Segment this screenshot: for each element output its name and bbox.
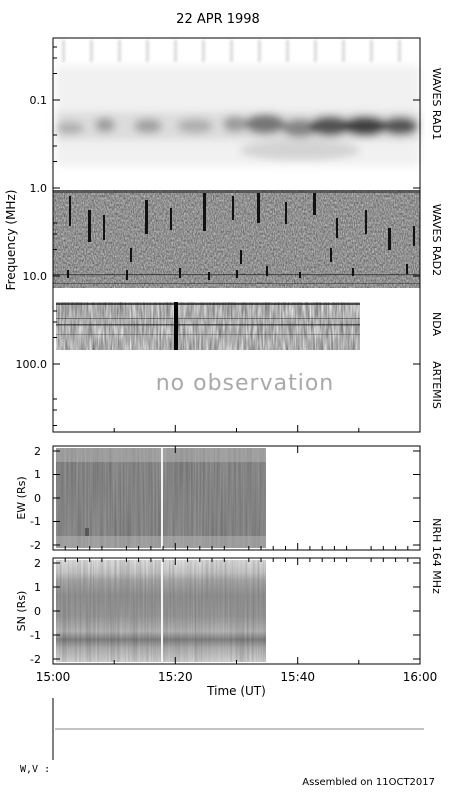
sn-tick-minus2: -2 [30, 653, 41, 666]
rad2-spectrogram [53, 190, 420, 288]
chart-title: 22 APR 1998 [176, 12, 260, 27]
time-axis: 15:00 15:20 15:40 16:00 Time (UT) [36, 425, 438, 698]
label-waves-rad1: WAVES RAD1 [430, 68, 443, 140]
time-axis-label: Time (UT) [206, 684, 266, 698]
freq-tick-100.0: 100.0 [16, 358, 48, 371]
freq-tick-0.1: 0.1 [30, 94, 48, 107]
ew-tick-labels: 2 1 0 -1 -2 [30, 445, 41, 552]
ew-ticks [53, 450, 420, 546]
instrument-labels: WAVES RAD1 WAVES RAD2 NDA ARTEMIS [430, 68, 443, 409]
label-nrh-164: NRH 164 MHz [430, 518, 443, 594]
ew-tick-minus2: -2 [30, 539, 41, 552]
freq-tick-labels: 0.1 1.0 10.0 100.0 [16, 94, 48, 371]
rad1-emission [56, 66, 420, 166]
assembled-date: Assembled on 11OCT2017 [302, 777, 435, 788]
time-tick-1520: 15:20 [158, 670, 193, 684]
time-tick-1500: 15:00 [36, 670, 71, 684]
wv-label: W,V : [20, 764, 50, 775]
time-ticks [52, 425, 360, 664]
time-tick-labels: 15:00 15:20 15:40 16:00 [36, 670, 438, 684]
label-nda: NDA [430, 312, 443, 337]
freq-tick-1.0: 1.0 [30, 182, 48, 195]
sn-ticks [53, 562, 420, 660]
label-artemis: ARTEMIS [430, 361, 443, 409]
rad1-spectrogram [56, 40, 420, 166]
ew-axis-label: EW (Rs) [15, 476, 28, 519]
sn-tick-0: 0 [34, 605, 41, 618]
time-tick-1600: 16:00 [403, 670, 438, 684]
ew-tick-1: 1 [34, 468, 41, 481]
freq-axis-ticks [53, 46, 420, 426]
spectrogram-panel: no observation 0.1 1.0 10.0 100.0 Freque… [4, 37, 443, 433]
ew-panel: 2 1 0 -1 -2 EW (Rs) [15, 445, 421, 552]
sn-tick-minus1: -1 [30, 629, 41, 642]
sn-tick-labels: 2 1 0 -1 -2 [30, 557, 41, 666]
freq-tick-10.0: 10.0 [23, 270, 48, 283]
rad1-top-streaks [62, 40, 401, 62]
sn-axis-label: SN (Rs) [15, 591, 28, 632]
artemis-no-observation: no observation [156, 371, 335, 396]
frequency-axis-label: Frequency (MHz) [4, 190, 18, 291]
ew-tick-2: 2 [34, 445, 41, 458]
ew-tick-0: 0 [34, 492, 41, 505]
label-waves-rad2: WAVES RAD2 [430, 204, 443, 276]
sn-panel: 2 1 0 -1 -2 SN (Rs) [15, 557, 421, 666]
ew-tick-minus1: -1 [30, 515, 41, 528]
time-tick-1540: 15:40 [280, 670, 315, 684]
sn-tick-2: 2 [34, 557, 41, 570]
rad2-bursts [53, 193, 420, 284]
sn-tick-1: 1 [34, 581, 41, 594]
time-minor-ticks [64, 546, 409, 562]
nda-spectrogram [56, 302, 360, 350]
wv-strip: W,V : [20, 698, 424, 775]
